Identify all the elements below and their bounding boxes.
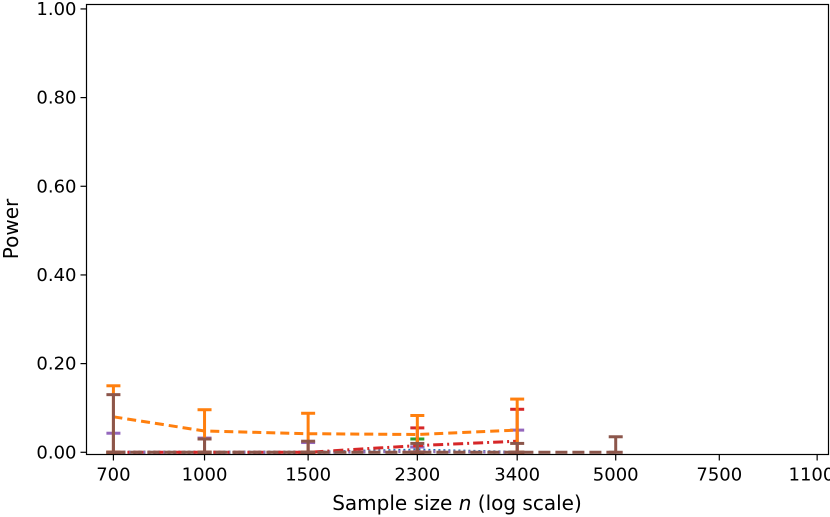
series-4	[106, 407, 525, 454]
y-axis-label: Power	[0, 198, 23, 259]
x-tick-label: 3400	[494, 465, 540, 486]
x-tick-label: 1500	[285, 465, 331, 486]
series-2	[106, 437, 525, 454]
y-tick-label: 1.00	[36, 0, 76, 20]
plot-frame	[85, 3, 830, 456]
x-axis: 700 1000 1500 2300 3400 5000 7500 11000	[96, 454, 830, 486]
x-axis-label-variable: n	[459, 491, 472, 515]
x-tick-label: 1000	[182, 465, 228, 486]
series-layer	[106, 384, 623, 454]
y-axis: 0.00 0.20 0.40 0.60 0.80 1.00	[36, 0, 87, 463]
y-tick-label: 0.80	[36, 88, 76, 109]
x-axis-label: Sample size n (log scale)	[332, 491, 582, 515]
series-line	[113, 415, 518, 437]
x-tick-label: 11000	[789, 465, 830, 486]
y-tick-label: 0.20	[36, 354, 76, 375]
x-axis-label-suffix: (log scale)	[471, 491, 581, 515]
y-tick-label: 0.40	[36, 265, 76, 286]
x-tick-label: 7500	[696, 465, 742, 486]
series-6	[106, 393, 623, 454]
series-line	[113, 439, 518, 454]
x-tick-label: 2300	[394, 465, 440, 486]
x-axis-label-prefix: Sample size	[332, 491, 458, 515]
y-tick-label: 0.00	[36, 442, 76, 463]
y-tick-label: 0.60	[36, 176, 76, 197]
x-tick-label: 700	[96, 465, 130, 486]
x-tick-label: 5000	[593, 465, 639, 486]
